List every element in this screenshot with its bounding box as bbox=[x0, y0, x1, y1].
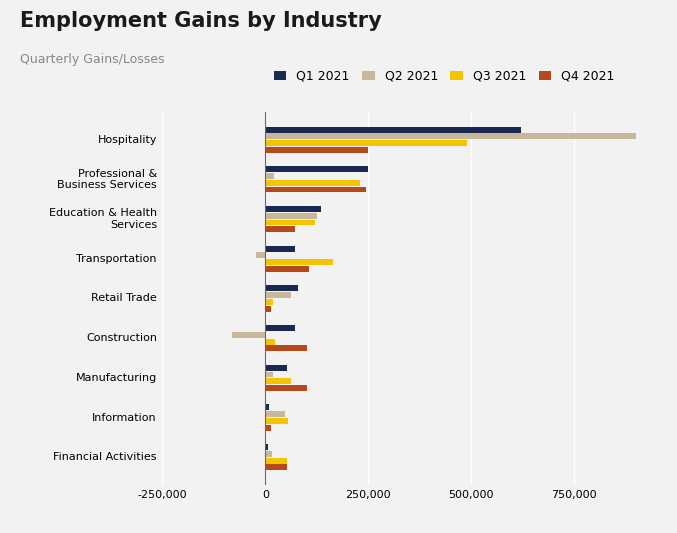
Bar bbox=[265, 411, 285, 417]
Bar bbox=[265, 444, 268, 450]
Bar bbox=[265, 385, 307, 391]
Bar bbox=[265, 345, 307, 351]
Bar bbox=[265, 425, 271, 431]
Bar bbox=[265, 458, 287, 464]
Bar bbox=[265, 405, 269, 410]
Bar bbox=[265, 140, 467, 146]
Bar bbox=[265, 266, 309, 272]
Bar bbox=[265, 226, 295, 232]
Bar bbox=[265, 372, 273, 377]
Bar bbox=[265, 464, 287, 470]
Bar bbox=[265, 166, 368, 172]
Text: Quarterly Gains/Losses: Quarterly Gains/Losses bbox=[20, 53, 165, 66]
Bar bbox=[257, 253, 265, 259]
Bar bbox=[265, 173, 274, 179]
Text: Employment Gains by Industry: Employment Gains by Industry bbox=[20, 11, 382, 31]
Bar bbox=[265, 451, 272, 457]
Bar bbox=[265, 213, 317, 219]
Bar bbox=[265, 147, 368, 153]
Bar bbox=[232, 332, 265, 338]
Bar bbox=[265, 299, 273, 305]
Bar bbox=[265, 127, 521, 133]
Bar bbox=[265, 292, 291, 298]
Bar bbox=[265, 133, 636, 139]
Bar bbox=[265, 285, 298, 292]
Bar bbox=[265, 305, 271, 312]
Bar bbox=[265, 418, 288, 424]
Bar bbox=[265, 325, 295, 331]
Bar bbox=[265, 365, 287, 371]
Bar bbox=[265, 259, 333, 265]
Bar bbox=[265, 180, 360, 185]
Bar bbox=[265, 206, 321, 212]
Bar bbox=[265, 378, 291, 384]
Bar bbox=[265, 246, 295, 252]
Legend: Q1 2021, Q2 2021, Q3 2021, Q4 2021: Q1 2021, Q2 2021, Q3 2021, Q4 2021 bbox=[274, 70, 615, 83]
Bar bbox=[265, 187, 366, 192]
Bar bbox=[265, 338, 274, 344]
Bar bbox=[265, 220, 315, 225]
